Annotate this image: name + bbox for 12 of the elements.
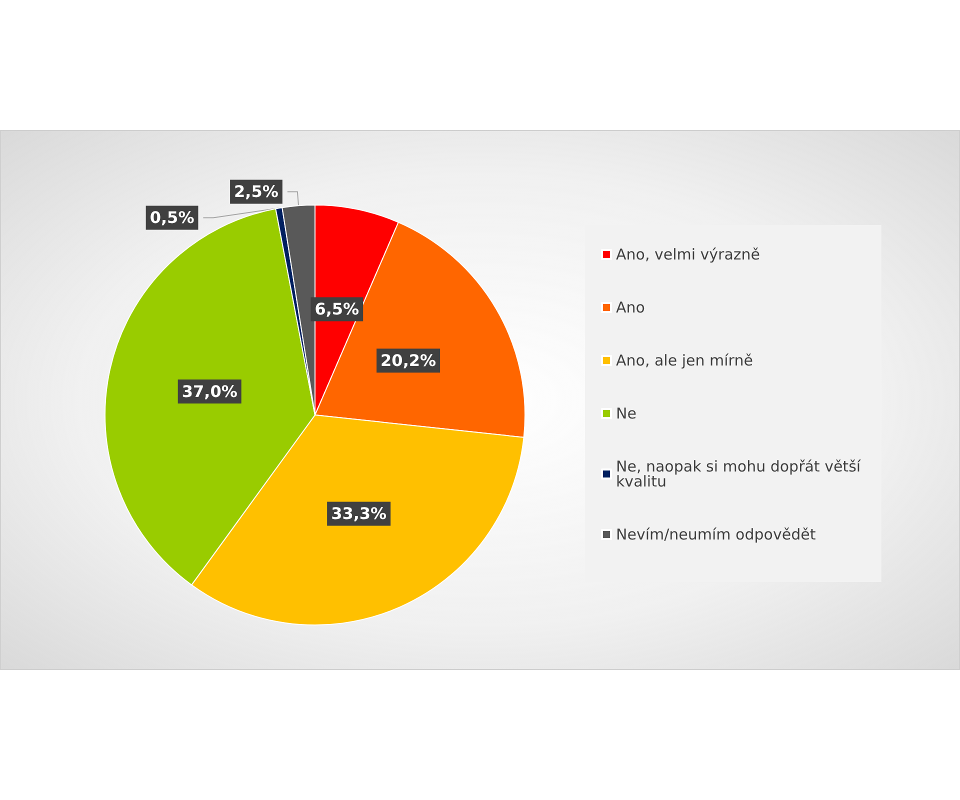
data-label: 20,2%	[380, 351, 436, 370]
legend-label: Ne, naopak si mohu dopřát větší kvalitu	[616, 458, 866, 490]
legend-label: Nevím/neumím odpovědět	[616, 526, 816, 544]
legend-label: Ano, velmi výrazně	[616, 246, 760, 264]
legend-label: Ano, ale jen mírně	[616, 352, 753, 370]
data-label: 37,0%	[182, 382, 238, 401]
data-label: 0,5%	[150, 208, 194, 228]
legend-label: Ne	[616, 404, 636, 422]
data-label: 33,3%	[331, 504, 387, 524]
data-label: 2,5%	[234, 182, 278, 202]
data-label: 6,5%	[314, 300, 360, 319]
legend-label: Ano	[616, 298, 645, 316]
